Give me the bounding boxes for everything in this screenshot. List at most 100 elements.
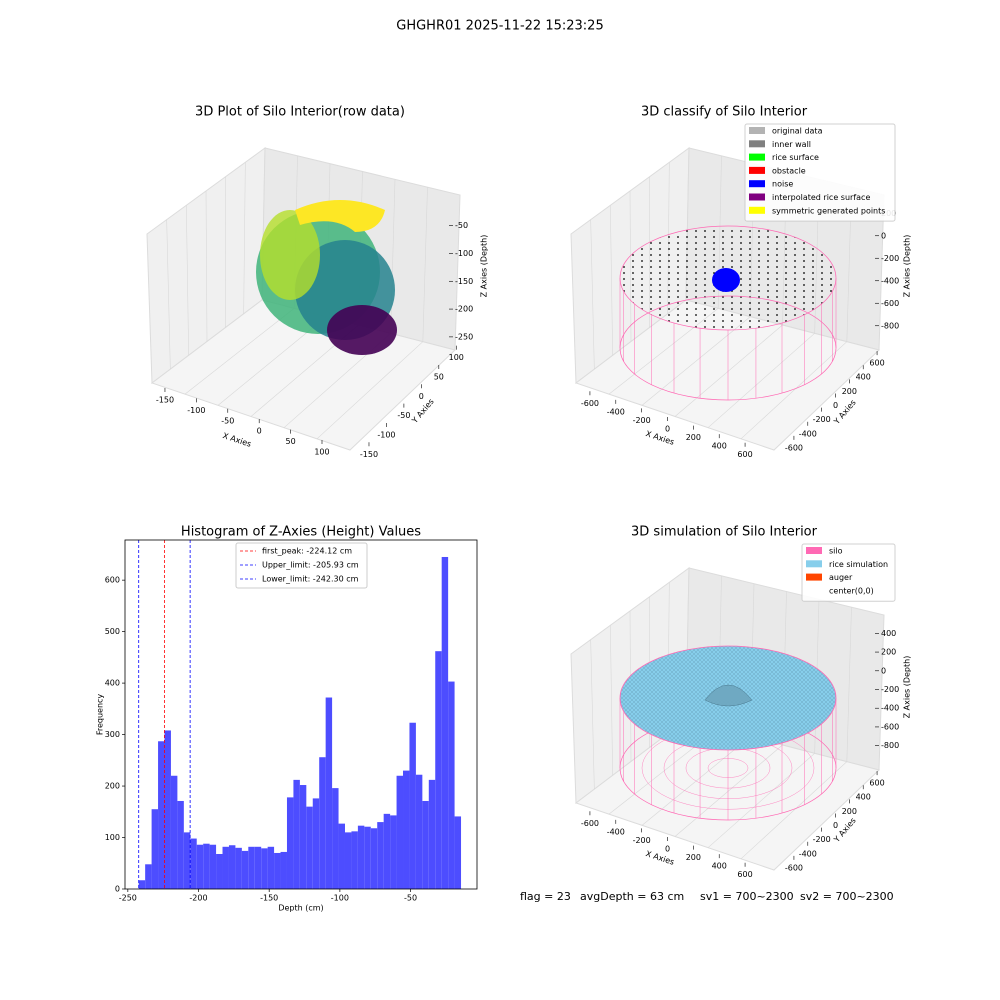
y-tick-label: -200 [813, 835, 831, 844]
z-tick-label: -800 [881, 321, 899, 330]
x-tick-label: 200 [686, 853, 701, 862]
x-tick-label: -50 [404, 894, 417, 903]
pane-grid [674, 744, 783, 837]
z-tick-label: -200 [881, 254, 899, 263]
bar [228, 845, 236, 889]
bar [454, 816, 462, 889]
x-tick-label: 600 [737, 870, 752, 879]
x-tick-label: 200 [686, 433, 701, 442]
legend-box [235, 542, 368, 589]
legend-swatch [749, 127, 765, 134]
bar [254, 846, 262, 889]
legend-box [801, 543, 896, 602]
bar [235, 847, 242, 889]
legend-swatch [806, 573, 822, 581]
y-tick-label: 600 [869, 359, 884, 368]
bar [170, 775, 178, 889]
z-tick-label: 400 [881, 629, 896, 638]
z-tick-label: -600 [881, 299, 899, 308]
legend-label: rice surface [772, 153, 819, 162]
pane-grid [243, 162, 246, 314]
bar [338, 823, 345, 889]
y-tick-label: 400 [856, 373, 871, 382]
bar [196, 844, 204, 889]
bar [422, 800, 429, 889]
x-tick-label: -400 [607, 407, 625, 416]
bar [409, 722, 416, 889]
chart-title: 3D classify of Silo Interior [641, 105, 808, 120]
z-tick-label: -150 [455, 277, 473, 286]
pane-grid [610, 205, 613, 356]
y-tick-label: -400 [799, 429, 817, 438]
bar [403, 770, 410, 889]
legend-label: inner wall [772, 140, 811, 149]
z-tick-label: -250 [455, 332, 473, 341]
legend-label: rice simulation [829, 560, 888, 569]
pane-grid [590, 219, 595, 370]
bar [203, 843, 210, 889]
legend-label: noise [772, 180, 793, 189]
pane-grid [707, 333, 815, 428]
y-tick-label: 0 [833, 401, 838, 410]
x-tick-label: -100 [331, 894, 349, 903]
y-tick-label: 0 [833, 821, 838, 830]
y-tick-label: -100 [377, 430, 395, 439]
z-tick-label: -400 [881, 704, 899, 713]
z-tick-label: -400 [881, 276, 899, 285]
bar [216, 853, 223, 889]
x-tick-label: -200 [633, 416, 651, 425]
y-tick-label: 0 [419, 392, 424, 401]
legend-swatch [749, 153, 765, 161]
bar [183, 832, 191, 889]
legend-label: first_peak: -224.12 cm [262, 547, 352, 556]
legend-swatch [806, 547, 822, 554]
y-tick-label: 50 [434, 372, 444, 381]
y-tick-label: -150 [360, 450, 378, 459]
legend-swatch [749, 206, 765, 214]
silo-wire [707, 758, 749, 778]
legend-label: symmetric generated points [772, 206, 885, 215]
pane-grid [740, 761, 848, 860]
x-tick-label: -250 [119, 894, 137, 903]
bar [415, 774, 423, 889]
bar [344, 832, 352, 889]
y-tick-label: 600 [105, 576, 120, 585]
bar [448, 681, 455, 889]
x-tick-label: -400 [607, 827, 625, 836]
bar [158, 741, 165, 889]
x-tick-label: -600 [581, 399, 599, 408]
bar [261, 848, 268, 889]
bar [248, 846, 255, 889]
bar [241, 850, 249, 889]
x-tick-label: -200 [633, 836, 651, 845]
bar [267, 846, 275, 889]
axis-label: Y Axies [410, 397, 436, 426]
x-tick-label: -150 [260, 894, 278, 903]
axis-label: Z Axies (Depth) [480, 235, 489, 298]
bar [299, 785, 307, 889]
bar [145, 864, 152, 889]
pane-grid [186, 205, 189, 356]
z-tick-label: 200 [881, 648, 896, 657]
chart-title: 3D Plot of Silo Interior(row data) [195, 105, 405, 120]
noise-points [712, 268, 740, 292]
x-tick-label: -50 [221, 416, 234, 425]
x-tick-label: 400 [712, 862, 727, 871]
legend-swatch [749, 193, 765, 201]
y-tick-label: -600 [785, 443, 803, 452]
y-tick-label: 400 [105, 679, 120, 688]
axis-label: Z Axies (Depth) [903, 235, 912, 298]
bar [319, 757, 326, 889]
bar [280, 851, 287, 889]
bar [370, 828, 378, 889]
bar [222, 846, 229, 889]
bar [286, 797, 294, 889]
legend-swatch [749, 140, 765, 148]
bar [351, 831, 358, 889]
bar [325, 697, 333, 889]
figure-title: GHGHR01 2025-11-22 15:23:25 [396, 19, 603, 34]
bar [441, 556, 449, 889]
x-tick-label: 100 [314, 447, 329, 456]
bar [164, 730, 171, 889]
y-tick-label: 300 [105, 730, 120, 739]
